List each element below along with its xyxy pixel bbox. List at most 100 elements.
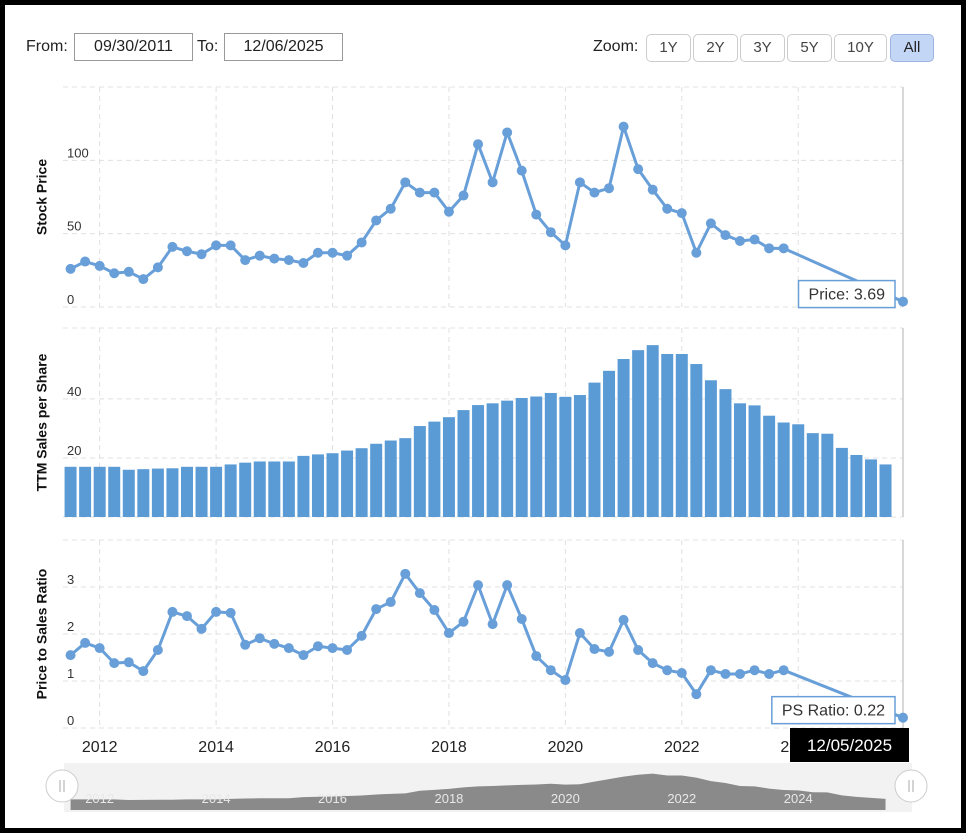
y-tick-label: 100 bbox=[67, 145, 89, 160]
bar bbox=[806, 433, 819, 517]
navigator-handle[interactable] bbox=[894, 769, 928, 803]
data-point bbox=[647, 658, 658, 669]
y-axis-title: Stock Price bbox=[34, 159, 50, 235]
bar bbox=[428, 421, 441, 517]
data-point bbox=[633, 164, 644, 175]
data-point bbox=[574, 177, 585, 188]
data-point bbox=[414, 588, 425, 599]
data-point bbox=[385, 203, 396, 214]
zoom-button[interactable]: 10Y bbox=[834, 34, 887, 62]
data-point bbox=[691, 247, 702, 258]
bar bbox=[224, 464, 237, 517]
bar bbox=[704, 380, 717, 517]
zoom-button[interactable]: 5Y bbox=[787, 34, 832, 62]
bar bbox=[79, 466, 92, 517]
bar bbox=[442, 417, 455, 517]
bar bbox=[515, 397, 528, 517]
data-point bbox=[604, 646, 615, 657]
bar bbox=[137, 469, 150, 517]
data-point bbox=[720, 230, 731, 241]
data-point bbox=[516, 165, 527, 176]
data-point bbox=[487, 619, 498, 630]
data-point bbox=[254, 633, 265, 644]
x-tick-label: 2020 bbox=[548, 739, 584, 756]
data-point bbox=[735, 236, 746, 246]
bar bbox=[544, 392, 557, 517]
y-tick-label: 50 bbox=[67, 219, 81, 234]
data-point bbox=[898, 712, 908, 723]
data-point bbox=[225, 240, 236, 251]
x-tick-label: 2014 bbox=[198, 739, 234, 756]
from-input[interactable]: 09/30/2011 bbox=[74, 33, 193, 61]
data-point bbox=[211, 240, 222, 251]
bar bbox=[210, 466, 223, 517]
from-label: From: bbox=[26, 38, 68, 55]
bar bbox=[326, 453, 339, 517]
data-point bbox=[473, 580, 484, 591]
x-tick-label: 2012 bbox=[82, 739, 118, 756]
data-point bbox=[327, 247, 338, 258]
data-point bbox=[269, 638, 280, 649]
data-point bbox=[545, 665, 556, 676]
tooltip-text: Price: 3.69 bbox=[809, 287, 886, 304]
zoom-button[interactable]: 1Y bbox=[646, 34, 691, 62]
data-point bbox=[647, 184, 658, 195]
to-input[interactable]: 12/06/2025 bbox=[224, 33, 343, 61]
bar bbox=[603, 370, 616, 517]
y-tick-label: 0 bbox=[67, 292, 74, 307]
x-tick-label: 2018 bbox=[431, 739, 467, 756]
data-point bbox=[80, 256, 91, 267]
y-axis-title: Price to Sales Ratio bbox=[34, 569, 50, 700]
bar bbox=[850, 454, 863, 517]
data-point bbox=[487, 177, 498, 188]
data-point bbox=[283, 643, 294, 654]
bar bbox=[195, 466, 208, 517]
data-point bbox=[123, 266, 134, 277]
data-point bbox=[138, 274, 149, 285]
data-point bbox=[560, 240, 571, 251]
y-tick-label: 20 bbox=[67, 443, 81, 458]
data-point bbox=[633, 644, 644, 655]
data-point bbox=[298, 258, 309, 268]
data-point bbox=[400, 177, 411, 188]
bar bbox=[472, 405, 485, 517]
y-tick-label: 1 bbox=[67, 666, 74, 681]
bar bbox=[297, 455, 310, 517]
zoom-label: Zoom: bbox=[593, 38, 639, 55]
bar bbox=[530, 396, 543, 517]
data-point bbox=[109, 268, 120, 279]
bar bbox=[341, 450, 354, 517]
data-point bbox=[676, 668, 687, 679]
zoom-button[interactable]: 2Y bbox=[693, 34, 738, 62]
data-point bbox=[574, 628, 585, 639]
to-label: To: bbox=[197, 38, 219, 55]
bar bbox=[646, 345, 659, 517]
zoom-button[interactable]: 3Y bbox=[740, 34, 785, 62]
x-tick-label: 2016 bbox=[315, 739, 351, 756]
navigator-handle[interactable] bbox=[45, 769, 79, 803]
bar bbox=[370, 443, 383, 517]
price-line bbox=[69, 125, 904, 303]
data-point bbox=[225, 607, 236, 618]
bar bbox=[64, 466, 77, 517]
data-point bbox=[196, 249, 207, 260]
bar bbox=[253, 461, 266, 517]
navigator-tick-label: 2018 bbox=[434, 791, 463, 806]
zoom-button[interactable]: All bbox=[890, 34, 934, 62]
bar bbox=[719, 389, 732, 517]
data-point bbox=[502, 127, 513, 138]
y-tick-label: 3 bbox=[67, 572, 74, 587]
data-point bbox=[778, 665, 789, 676]
bar bbox=[239, 462, 252, 517]
data-point bbox=[749, 234, 760, 245]
bar bbox=[617, 359, 630, 517]
data-point bbox=[400, 568, 411, 579]
bar bbox=[748, 405, 761, 517]
data-point bbox=[429, 605, 440, 616]
navigator-tick-label: 2020 bbox=[551, 791, 580, 806]
tooltip-box bbox=[797, 279, 896, 309]
navigator-tick-label: 2016 bbox=[318, 791, 347, 806]
bar bbox=[690, 364, 703, 517]
y-axis-title: TTM Sales per Share bbox=[34, 353, 50, 491]
data-point bbox=[443, 628, 454, 639]
